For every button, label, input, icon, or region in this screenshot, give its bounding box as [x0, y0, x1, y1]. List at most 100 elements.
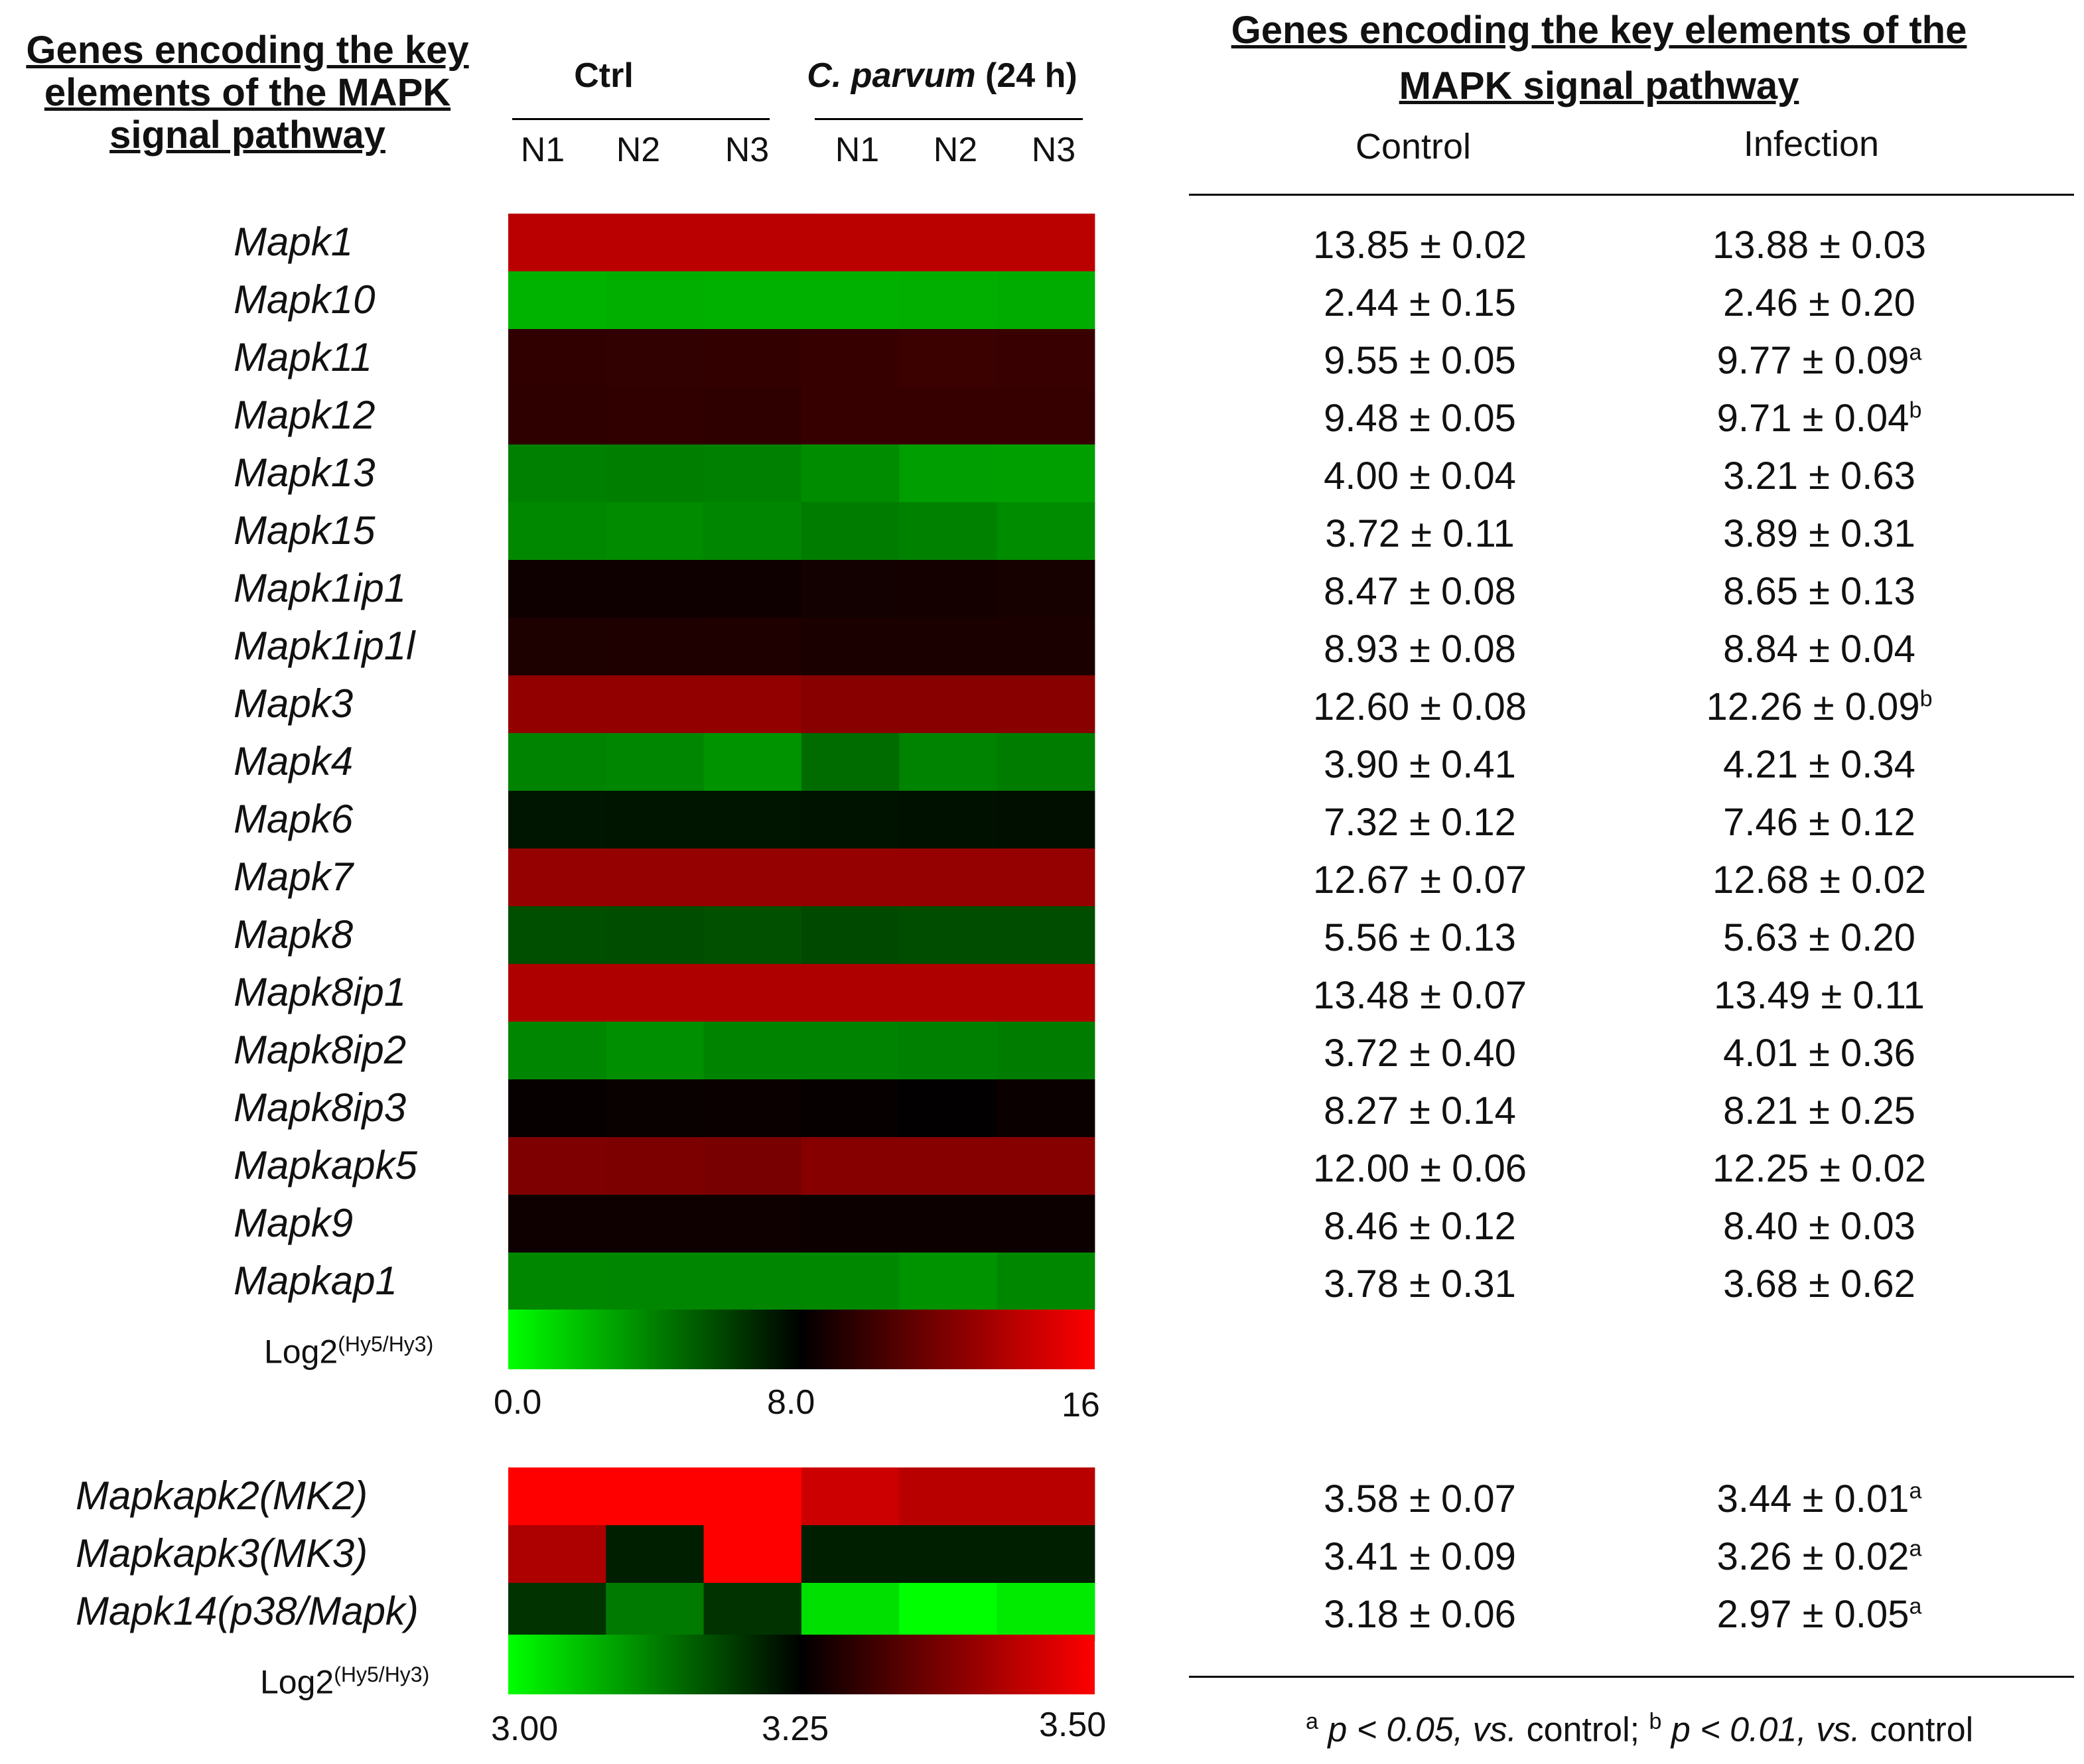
heatmap-cell-mapk8ip3-1 — [606, 1079, 705, 1138]
gene-label-mapk1ip1l: Mapk1ip1l — [234, 624, 415, 668]
heatmap-cell-mapk4-5 — [997, 733, 1095, 791]
heatmap-cell-mapk9-5 — [997, 1195, 1095, 1253]
legend-label-main-text: Log2 — [264, 1333, 338, 1371]
heatmap-cell-mapk1ip1l-4 — [899, 618, 998, 676]
gene-label-mapkap1: Mapkap1 — [234, 1258, 397, 1303]
heatmap-cell-mapk8-0 — [508, 906, 606, 965]
heatmap-mk-cells — [508, 1467, 1095, 1641]
heatmap-cell-mapk10-1 — [606, 271, 705, 330]
heatmap-mk-cell-mapkapk3-mk3--2 — [703, 1525, 802, 1584]
infection-value-text: 2.46 ± 0.20 — [1723, 281, 1915, 324]
heatmap-cell-mapk13-0 — [508, 444, 606, 503]
heatmap-cell-mapk1-0 — [508, 214, 606, 272]
infection-value-mapk12: 9.71 ± 0.04b — [1620, 396, 2018, 441]
infection-value-mapk7: 12.68 ± 0.02 — [1620, 858, 2018, 902]
column-label-4: N2 — [933, 131, 978, 169]
control-value-mapkapk2-mk2-: 3.58 ± 0.07 — [1324, 1477, 1516, 1521]
heatmap-cell-mapk3-0 — [508, 675, 606, 734]
heatmap-cell-mapk1-1 — [606, 214, 705, 272]
heatmap-cell-mapk10-3 — [801, 271, 900, 330]
heatmap-cell-mapk8ip2-2 — [703, 1022, 802, 1080]
heatmap-cell-mapk1ip1-0 — [508, 560, 606, 618]
heatmap-main-cells — [508, 214, 1095, 1311]
left-title-line-1: Genes encoding the key — [26, 29, 469, 72]
heatmap-cell-mapk3-4 — [899, 675, 998, 734]
footnote-p-b: p < 0.01, — [1671, 1710, 1817, 1749]
heatmap-cell-mapk1ip1l-5 — [997, 618, 1095, 676]
heatmap-cell-mapk15-4 — [899, 502, 998, 561]
gene-label-mapkapk5: Mapkapk5 — [234, 1143, 417, 1187]
heatmap-cell-mapkap1-4 — [899, 1253, 998, 1311]
heatmap-cell-mapk9-4 — [899, 1195, 998, 1253]
infection-value-mapkapk2-mk2-: 3.44 ± 0.01a — [1620, 1477, 2018, 1521]
control-value-mapk8ip2: 3.72 ± 0.40 — [1324, 1032, 1516, 1075]
heatmap-cell-mapk13-1 — [606, 444, 705, 503]
control-value-mapk8: 5.56 ± 0.13 — [1324, 916, 1516, 959]
heatmap-cell-mapk3-1 — [606, 675, 705, 734]
heatmap-cell-mapkapk5-4 — [899, 1137, 998, 1195]
heatmap-mk-cell-mapk14-p38-mapk--5 — [997, 1583, 1095, 1641]
heatmap-mk-cell-mapkapk2-mk2--4 — [899, 1467, 998, 1526]
heatmap-cell-mapk4-3 — [801, 733, 900, 791]
gene-label-mapk4: Mapk4 — [234, 739, 354, 783]
heatmap-cell-mapk8ip1-5 — [997, 964, 1095, 1022]
infection-value-mapk15: 3.89 ± 0.31 — [1620, 511, 2018, 556]
heatmap-mk-cell-mapkapk2-mk2--5 — [997, 1467, 1095, 1526]
heatmap-cell-mapk15-1 — [606, 502, 705, 561]
group-ctrl-rule — [512, 118, 770, 120]
infection-value-mapk11: 9.77 ± 0.09a — [1620, 338, 2018, 383]
infection-value-text: 4.01 ± 0.36 — [1723, 1032, 1915, 1075]
heatmap-cell-mapkapk5-1 — [606, 1137, 705, 1195]
heatmap-cell-mapk1ip1-1 — [606, 560, 705, 618]
heatmap-cell-mapk7-0 — [508, 848, 606, 907]
infection-value-mapkapk3-mk3-: 3.26 ± 0.02a — [1620, 1534, 2018, 1579]
control-value-mapk1ip1l: 8.93 ± 0.08 — [1324, 628, 1516, 671]
heatmap-cell-mapk7-4 — [899, 848, 998, 907]
heatmap-cell-mapk11-0 — [508, 329, 606, 387]
legend-label-mk-sup: (Hy5/Hy3) — [334, 1662, 430, 1686]
heatmap-cell-mapk1ip1l-0 — [508, 618, 606, 676]
heatmap-mk-cell-mapkapk2-mk2--0 — [508, 1467, 606, 1526]
control-value-mapk8ip3: 8.27 ± 0.14 — [1324, 1089, 1516, 1132]
infection-value-mapk3: 12.26 ± 0.09b — [1620, 685, 2018, 729]
heatmap-cell-mapkap1-2 — [703, 1253, 802, 1311]
heatmap-cell-mapk12-0 — [508, 387, 606, 445]
column-label-2: N3 — [725, 131, 770, 169]
infection-value-text: 8.84 ± 0.04 — [1723, 628, 1915, 671]
heatmap-cell-mapk8-1 — [606, 906, 705, 965]
heatmap-cell-mapkapk5-2 — [703, 1137, 802, 1195]
heatmap-cell-mapkap1-1 — [606, 1253, 705, 1311]
control-value-mapk1ip1: 8.47 ± 0.08 — [1324, 570, 1516, 613]
column-label-3: N1 — [835, 131, 880, 169]
footnote-mark-b: b — [1649, 1709, 1662, 1734]
significance-mark: a — [1909, 340, 1922, 366]
heatmap-cell-mapk12-2 — [703, 387, 802, 445]
infection-value-text: 3.21 ± 0.63 — [1723, 454, 1915, 498]
heatmap-cell-mapk15-2 — [703, 502, 802, 561]
heatmap-cell-mapk8ip2-0 — [508, 1022, 606, 1080]
heatmap-cell-mapk8ip3-5 — [997, 1079, 1095, 1138]
significance-mark: b — [1909, 397, 1922, 423]
infection-value-text: 3.26 ± 0.02 — [1716, 1535, 1910, 1578]
heatmap-cell-mapk4-2 — [703, 733, 802, 791]
heatmap-cell-mapk8ip3-4 — [899, 1079, 998, 1138]
infection-value-mapkapk5: 12.25 ± 0.02 — [1620, 1146, 2018, 1191]
heatmap-cell-mapk1ip1l-1 — [606, 618, 705, 676]
control-value-mapkap1: 3.78 ± 0.31 — [1324, 1262, 1516, 1306]
legend-label-main: Log2(Hy5/Hy3) — [264, 1332, 433, 1371]
control-value-mapkapk3-mk3-: 3.41 ± 0.09 — [1324, 1535, 1516, 1578]
table-bottom-rule — [1189, 1676, 2074, 1678]
gene-label-mapk1ip1: Mapk1ip1 — [234, 566, 407, 610]
heatmap-mk-cell-mapk14-p38-mapk--0 — [508, 1583, 606, 1641]
heatmap-cell-mapk8ip2-3 — [801, 1022, 900, 1080]
heatmap-cell-mapk9-1 — [606, 1195, 705, 1253]
heatmap-cell-mapk8ip1-0 — [508, 964, 606, 1022]
significance-mark: b — [1919, 686, 1933, 712]
right-title: Genes encoding the key elements of the M… — [1188, 3, 2010, 114]
infection-value-text: 12.26 ± 0.09 — [1706, 685, 1920, 728]
gene-label-mapkapk3-mk3-: Mapkapk3(MK3) — [76, 1531, 368, 1576]
heatmap-cell-mapk9-2 — [703, 1195, 802, 1253]
infection-value-mapk8: 5.63 ± 0.20 — [1620, 916, 2018, 960]
infection-value-mapk9: 8.40 ± 0.03 — [1620, 1204, 2018, 1249]
infection-value-mapkap1: 3.68 ± 0.62 — [1620, 1262, 2018, 1306]
